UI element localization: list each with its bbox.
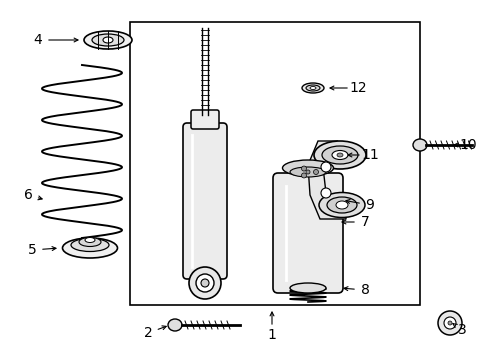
Text: 2: 2 (144, 326, 152, 340)
FancyBboxPatch shape (191, 110, 219, 129)
Circle shape (448, 321, 452, 325)
Ellipse shape (290, 167, 326, 177)
Ellipse shape (168, 319, 182, 331)
Ellipse shape (283, 160, 334, 176)
Ellipse shape (310, 86, 316, 90)
Text: 4: 4 (34, 33, 42, 47)
Ellipse shape (332, 150, 348, 159)
Ellipse shape (336, 201, 348, 209)
Text: 6: 6 (24, 188, 32, 202)
Text: 8: 8 (361, 283, 369, 297)
Circle shape (321, 188, 331, 198)
Polygon shape (308, 141, 346, 219)
Ellipse shape (337, 153, 343, 157)
Ellipse shape (79, 238, 101, 247)
Ellipse shape (103, 37, 113, 43)
Ellipse shape (63, 238, 118, 258)
Ellipse shape (85, 238, 95, 243)
Bar (130, 22, 420, 305)
Text: 7: 7 (361, 215, 369, 229)
Circle shape (438, 311, 462, 335)
Ellipse shape (327, 197, 357, 213)
Ellipse shape (319, 193, 365, 217)
Text: 1: 1 (268, 328, 276, 342)
Ellipse shape (306, 85, 320, 91)
Ellipse shape (92, 34, 124, 46)
Ellipse shape (314, 141, 366, 169)
Ellipse shape (84, 31, 132, 49)
Circle shape (201, 279, 209, 287)
Circle shape (314, 170, 318, 175)
FancyBboxPatch shape (183, 123, 227, 279)
Ellipse shape (413, 139, 427, 151)
Circle shape (196, 274, 214, 292)
Circle shape (444, 317, 456, 329)
Text: 12: 12 (349, 81, 367, 95)
Text: 5: 5 (27, 243, 36, 257)
FancyBboxPatch shape (273, 173, 343, 293)
Circle shape (306, 170, 310, 174)
Text: 9: 9 (366, 198, 374, 212)
Ellipse shape (71, 239, 109, 252)
Text: 11: 11 (361, 148, 379, 162)
Ellipse shape (322, 146, 358, 164)
Text: 3: 3 (458, 323, 466, 337)
Circle shape (301, 173, 307, 178)
Text: 10: 10 (459, 138, 477, 152)
Ellipse shape (290, 283, 326, 293)
Ellipse shape (302, 83, 324, 93)
Circle shape (321, 162, 331, 172)
Circle shape (301, 166, 307, 171)
Circle shape (189, 267, 221, 299)
